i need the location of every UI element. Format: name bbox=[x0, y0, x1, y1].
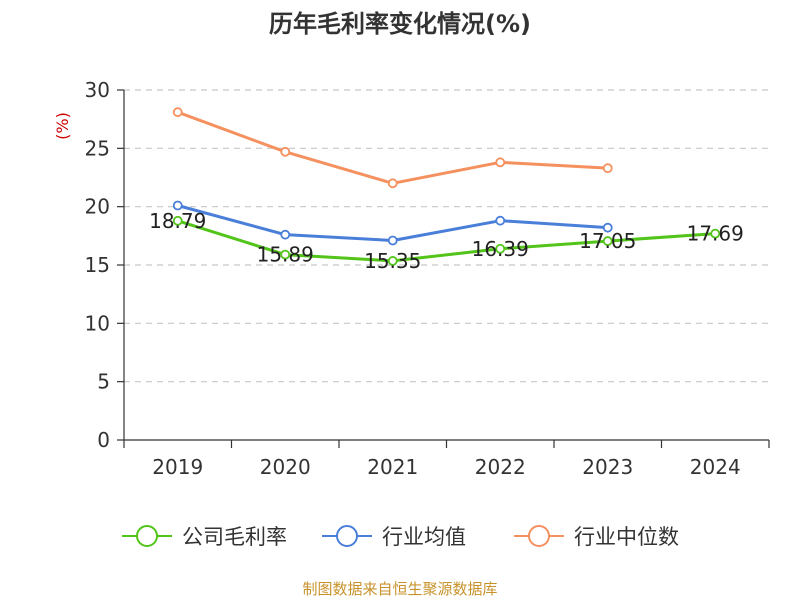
data-point bbox=[710, 228, 721, 239]
legend-item[interactable]: 行业中位数 bbox=[514, 525, 679, 549]
x-tick-label: 2019 bbox=[152, 455, 203, 479]
data-point bbox=[495, 215, 506, 226]
source-footer: 制图数据来自恒生聚源数据库 bbox=[302, 580, 498, 598]
legend-label: 公司毛利率 bbox=[182, 525, 287, 549]
series-line bbox=[177, 219, 716, 263]
data-point bbox=[172, 215, 183, 226]
series-line bbox=[177, 204, 608, 242]
data-point bbox=[495, 243, 506, 254]
x-tick-label: 2021 bbox=[367, 455, 418, 479]
series-1 bbox=[172, 200, 613, 246]
y-tick-label: 20 bbox=[85, 195, 110, 219]
data-point bbox=[172, 200, 183, 211]
data-point bbox=[387, 178, 398, 189]
y-tick-label: 0 bbox=[97, 428, 110, 452]
data-label: 15.35 bbox=[364, 249, 421, 273]
data-point bbox=[495, 157, 506, 168]
data-point bbox=[280, 229, 291, 240]
data-labels: 18.79 15.89 15.35 16.39 17.05 17.69 bbox=[149, 209, 744, 273]
legend-item[interactable]: 公司毛利率 bbox=[122, 525, 287, 549]
data-point bbox=[172, 107, 183, 118]
axes bbox=[117, 89, 770, 448]
legend-swatch-marker bbox=[336, 525, 358, 547]
y-tick-label: 25 bbox=[85, 136, 110, 160]
data-point bbox=[602, 163, 613, 174]
x-tick-labels: 2019 2020 2021 2022 2023 2024 bbox=[152, 455, 740, 479]
y-tick-label: 5 bbox=[97, 370, 110, 394]
x-tick-label: 2023 bbox=[582, 455, 633, 479]
series-0 bbox=[172, 215, 721, 266]
gridlines bbox=[124, 89, 769, 383]
data-point bbox=[280, 249, 291, 260]
data-point bbox=[602, 236, 613, 246]
x-tick-label: 2022 bbox=[475, 455, 526, 479]
data-label: 17.05 bbox=[579, 229, 636, 253]
series-lines bbox=[172, 107, 721, 266]
data-label: 18.79 bbox=[149, 209, 206, 233]
data-label: 17.69 bbox=[687, 222, 744, 246]
data-point bbox=[602, 222, 613, 233]
data-label: 16.39 bbox=[472, 237, 529, 261]
data-point bbox=[280, 146, 291, 157]
chart-title: 历年毛利率变化情况(%) bbox=[269, 10, 531, 38]
y-tick-label: 10 bbox=[85, 311, 110, 335]
legend-swatch-marker bbox=[136, 525, 158, 547]
legend-item[interactable]: 行业均值 bbox=[322, 525, 466, 549]
legend-label: 行业均值 bbox=[382, 525, 466, 549]
data-label: 15.89 bbox=[257, 243, 314, 267]
series-2 bbox=[172, 107, 613, 189]
legend-label: 行业中位数 bbox=[574, 525, 679, 549]
y-tick-labels: 0 5 10 15 20 25 30 bbox=[85, 78, 110, 452]
x-tick-label: 2020 bbox=[260, 455, 311, 479]
y-tick-label: 30 bbox=[85, 78, 110, 102]
data-point bbox=[387, 235, 398, 246]
legend: 公司毛利率 行业均值 行业中位数 bbox=[122, 525, 679, 549]
data-point bbox=[387, 256, 398, 266]
y-tick-label: 15 bbox=[85, 253, 110, 277]
y-axis-label: (%) bbox=[53, 112, 72, 140]
x-tick-label: 2024 bbox=[690, 455, 741, 479]
legend-swatch-marker bbox=[528, 525, 550, 547]
